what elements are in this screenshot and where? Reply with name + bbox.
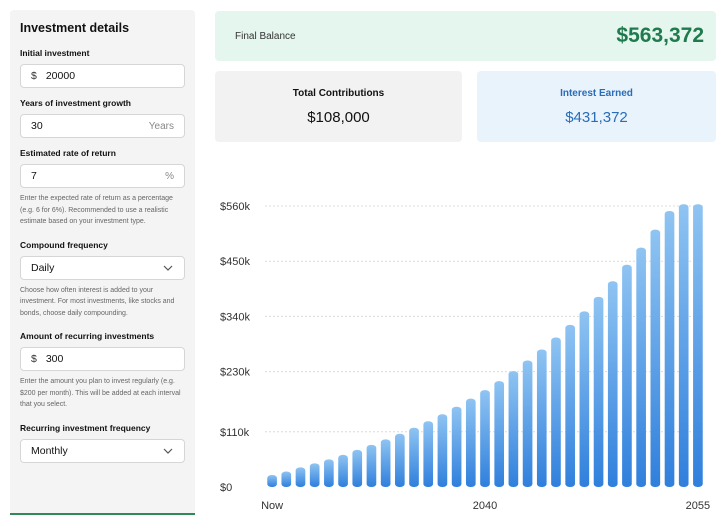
percent-suffix: % (165, 170, 174, 182)
recurring-frequency-label: Recurring investment frequency (20, 422, 151, 433)
bar[interactable] (366, 444, 377, 487)
bar[interactable] (650, 229, 661, 487)
years-label: Years of investment growth (20, 98, 131, 108)
years-input[interactable]: 30 Years (20, 114, 185, 138)
growth-bar-chart: $0 $110k $230k $340k $450k $560k Now 2040 2055 (215, 190, 725, 523)
initial-investment-value: 20000 (45, 70, 76, 82)
bar[interactable] (409, 427, 419, 487)
bar[interactable] (338, 454, 348, 487)
initial-investment-label: Initial investment (20, 48, 90, 58)
recurring-amount-value: 300 (45, 353, 64, 365)
bar[interactable] (267, 474, 277, 487)
final-balance-card: Final Balance $563,372 (215, 11, 716, 61)
compound-frequency-label: Compound frequency (20, 239, 108, 250)
recurring-frequency-value: Monthly (31, 444, 68, 457)
recurring-amount-input[interactable]: $ 300 (20, 347, 185, 371)
bar[interactable] (678, 204, 689, 487)
final-balance-value: $563,372 (616, 24, 704, 47)
bar[interactable] (664, 211, 675, 487)
chevron-down-icon (162, 445, 174, 457)
interest-earned-value: $431,372 (565, 108, 628, 126)
bar[interactable] (451, 406, 462, 487)
bar[interactable] (380, 439, 391, 487)
bar[interactable] (309, 463, 320, 487)
y-tick-label: $230k (220, 367, 250, 379)
recurring-frequency-select[interactable]: Monthly (20, 438, 185, 463)
compound-frequency-value: Daily (31, 261, 55, 274)
bar[interactable] (324, 459, 334, 487)
y-tick-label: $340k (220, 311, 250, 323)
rate-input[interactable]: 7 % (20, 164, 185, 188)
total-contributions-value: $108,000 (307, 108, 370, 126)
initial-investment-input[interactable]: $ 20000 (20, 64, 185, 88)
x-tick-label: 2040 (473, 500, 497, 512)
recurring-amount-label: Amount of recurring investments (20, 331, 155, 341)
years-value: 30 (31, 120, 43, 132)
x-tick-label: Now (261, 500, 283, 512)
bar[interactable] (551, 337, 561, 487)
bar[interactable] (607, 281, 618, 487)
bar[interactable] (508, 371, 519, 487)
bar[interactable] (465, 398, 476, 487)
y-tick-label: $110k (220, 427, 250, 439)
chevron-down-icon (162, 262, 174, 274)
bar[interactable] (622, 264, 632, 487)
dollar-prefix: $ (31, 353, 37, 365)
bar[interactable] (693, 204, 703, 487)
dollar-prefix: $ (31, 70, 37, 82)
bar[interactable] (281, 471, 292, 487)
panel-accent-line (10, 513, 195, 515)
bar[interactable] (437, 414, 448, 487)
total-contributions-card: Total Contributions $108,000 (215, 71, 462, 142)
bar[interactable] (423, 421, 434, 487)
bar[interactable] (352, 449, 363, 487)
x-tick-label: 2055 (686, 500, 710, 512)
investment-details-panel: Investment details Initial investment $ … (10, 10, 195, 515)
bar[interactable] (579, 311, 590, 487)
recurring-help-text: Enter the amount you plan to invest regu… (20, 378, 181, 408)
interest-earned-card: Interest Earned $431,372 (477, 71, 716, 142)
bar[interactable] (480, 390, 490, 487)
final-balance-label: Final Balance (235, 30, 296, 42)
bar[interactable] (395, 433, 405, 487)
rate-label: Estimated rate of return (20, 148, 116, 158)
y-tick-label: $0 (220, 482, 232, 494)
bar[interactable] (522, 360, 533, 487)
y-tick-label: $560k (220, 201, 250, 213)
compound-frequency-select[interactable]: Daily (20, 255, 185, 280)
bar[interactable] (636, 247, 646, 487)
bar[interactable] (565, 324, 575, 487)
rate-value: 7 (31, 170, 37, 182)
years-suffix: Years (148, 120, 174, 132)
interest-earned-label: Interest Earned (560, 87, 633, 99)
bar[interactable] (536, 349, 547, 487)
chart-svg: $0 $110k $230k $340k $450k $560k Now 2040 2055 (220, 201, 710, 512)
y-tick-label: $450k (220, 256, 250, 268)
panel-title: Investment details (20, 21, 130, 35)
rate-help-text: Enter the expected rate of return as a p… (20, 195, 173, 225)
bar[interactable] (295, 467, 306, 487)
compound-help-text: Choose how often interest is added to yo… (20, 286, 175, 317)
bar[interactable] (593, 296, 604, 487)
bar[interactable] (494, 381, 505, 487)
total-contributions-label: Total Contributions (292, 87, 385, 99)
